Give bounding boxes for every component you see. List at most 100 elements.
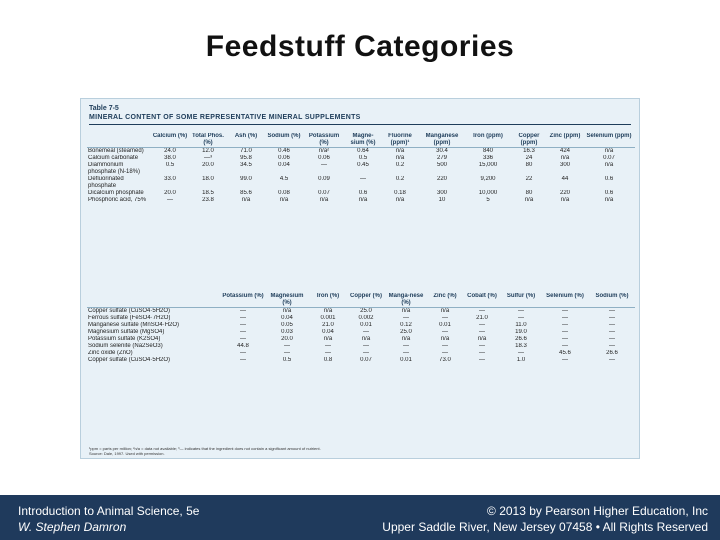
row-label: Phosphoric acid, 75% (88, 197, 147, 203)
table-cell: 30.4 (436, 148, 448, 154)
table-cell: — (284, 350, 290, 356)
table-cell: — (240, 308, 246, 314)
table-cell: 300 (436, 190, 447, 196)
column-header: Selenium (ppm) (583, 133, 635, 148)
table-cell: 0.002 (358, 315, 374, 321)
table-cell: n/a (323, 336, 333, 342)
table-cell: 21.0 (322, 322, 334, 328)
row-label: Manganese sulfate (MnSO4·H2O) (88, 322, 180, 328)
table-cell: 0.07 (360, 357, 372, 363)
table-cell: 0.04 (278, 162, 290, 168)
table-row: Copper sulfate (CuSO4·5H2O) — 0.5 0.8 0.07 0.… (87, 357, 635, 364)
table-cell: n/a (440, 308, 450, 314)
table-cell: — (403, 350, 409, 356)
table-cell: — (479, 329, 485, 335)
table-cell: — (609, 315, 615, 321)
table-cell: 80 (525, 190, 533, 196)
table-cell: 0.08 (278, 190, 290, 196)
table-row: Phosphoric acid, 75% — 23.8 n/a n/a n/a n/a n/a… (87, 197, 635, 204)
table-cell: — (609, 343, 615, 349)
table-cell: 9,200 (480, 176, 496, 182)
table-row: Sodium selenite (Na2SeO3) 44.8 — — — — — — 18.3 —… (87, 343, 635, 350)
table-cell: — (240, 315, 246, 321)
table-cell: 20.0 (202, 162, 214, 168)
table-cell: 0.03 (281, 329, 293, 335)
table-cell: 18.0 (202, 176, 214, 182)
row-label: Dicalcium phosphate (88, 190, 144, 196)
table-row: Diammonium phosphate (N-18%) 0.5 20.0 34.5 0… (87, 162, 635, 176)
table-caption: MINERAL CONTENT OF SOME REPRESENTATIVE M… (89, 114, 361, 121)
table-cell: — (325, 343, 331, 349)
table-cell: 0.09 (318, 176, 330, 182)
row-label: Magnesium sulfate (MgSO4) (88, 329, 165, 335)
table-cell: 0.6 (358, 190, 368, 196)
table-header-row: Calcium (%) Total Phos. (%) Ash (%) Sodium … (87, 133, 635, 148)
table-cell: n/a (560, 197, 570, 203)
table-cell: 95.8 (240, 155, 252, 161)
table-header-row: Potassium (%) Magnesium (%) Iron (%) Copper… (87, 293, 635, 308)
table-cell: n/a (524, 197, 534, 203)
table-cell: 220 (436, 176, 447, 182)
column-header: Iron (ppm) (465, 133, 511, 148)
table-row: Ferrous sulfate (FeSO4·7H2O) — 0.04 0.001 0.… (87, 315, 635, 322)
footer-publisher: Upper Saddle River, New Jersey 07458 • A… (382, 520, 708, 534)
table-cell: n/a (604, 162, 614, 168)
table-cell: 15,000 (478, 162, 498, 168)
table-row: Zinc oxide (ZnO) — — — — — — — — 45.6 26.6 (87, 350, 635, 357)
table-cell: 80 (525, 162, 533, 168)
table-cell: 11.0 (515, 322, 527, 328)
table-cell: — (442, 350, 448, 356)
column-header: Zinc (ppm) (547, 133, 583, 148)
table-cell: 26.6 (606, 350, 618, 356)
table-cell: 25.0 (400, 329, 412, 335)
table-cell: 0.5 (165, 162, 175, 168)
mineral-table-part1: Calcium (%) Total Phos. (%) Ash (%) Sodium … (87, 133, 635, 204)
footer-book-title: Introduction to Animal Science, 5e (18, 504, 200, 518)
table-cell: 34.5 (240, 162, 252, 168)
column-header: Copper (ppm) (511, 133, 547, 148)
row-label: Diammonium phosphate (N-18%) (88, 162, 141, 175)
column-header: Calcium (%) (151, 133, 189, 148)
table-row: Magnesium sulfate (MgSO4) — 0.03 0.04 — 25.0 —… (87, 329, 635, 336)
column-header: Magnesium (%) (265, 293, 309, 308)
row-label: Copper sulfate (CuSO4·5H2O) (88, 357, 171, 363)
table-cell: — (442, 315, 448, 321)
mineral-table-image: Table 7-5 MINERAL CONTENT OF SOME REPRES… (80, 98, 640, 459)
table-cell: — (518, 315, 524, 321)
table-cell: 24 (525, 155, 533, 161)
table-cell: 26.6 (515, 336, 527, 342)
table-cell: n/a (401, 308, 411, 314)
row-label: Defluorinated phosphate (88, 176, 124, 189)
table-cell: n/a (395, 155, 405, 161)
table-cell: 12.0 (202, 148, 214, 154)
table-row: Copper sulfate (CuSO4·5H2O) — n/a n/a 25.0 n/… (87, 308, 635, 316)
table-cell: n/a (358, 197, 368, 203)
table-cell: — (325, 350, 331, 356)
table-cell: — (609, 336, 615, 342)
column-header: Fluorine (ppm)¹ (381, 133, 419, 148)
column-header: Sodium (%) (265, 133, 303, 148)
table-cell: 33.0 (164, 176, 176, 182)
column-header: Potassium (%) (221, 293, 265, 308)
slide-title: Feedstuff Categories (205, 30, 515, 63)
table-cell: 220 (559, 190, 570, 196)
table-cell: 24.0 (164, 148, 176, 154)
table-cell: n/a (319, 197, 329, 203)
table-cell: n/a (604, 148, 614, 154)
table-cell: 0.07 (603, 155, 615, 161)
table-label: Table 7-5 (89, 105, 119, 112)
column-header: Total Phos. (%) (189, 133, 227, 148)
table-cell: 0.5 (358, 155, 368, 161)
table-cell: 0.6 (604, 176, 614, 182)
table-cell: — (609, 329, 615, 335)
table-cell: — (609, 357, 615, 363)
table-cell: 16.3 (523, 148, 535, 154)
table-cell: 0.2 (395, 162, 405, 168)
table-cell: n/a (282, 308, 292, 314)
table-cell: 99.0 (240, 176, 252, 182)
table-cell: — (479, 308, 485, 314)
mineral-table-part2: Potassium (%) Magnesium (%) Iron (%) Copper… (87, 293, 635, 364)
table-footnote: ¹ppm = parts per million; ²n/a = data no… (89, 446, 629, 456)
table-cell: 0.46 (278, 148, 290, 154)
table-cell: 71.0 (240, 148, 252, 154)
